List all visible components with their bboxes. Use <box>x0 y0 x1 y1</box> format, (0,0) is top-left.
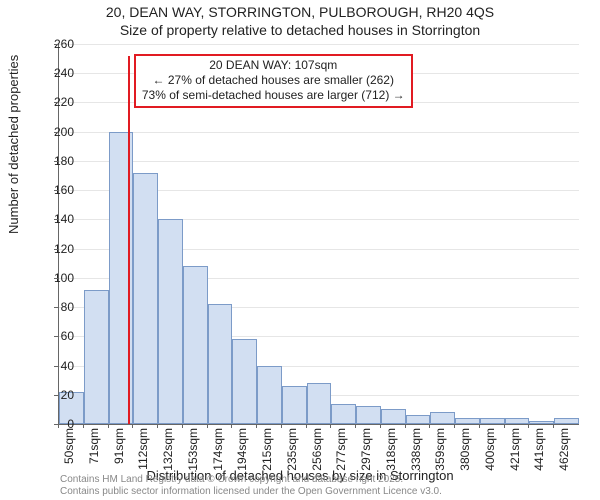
xtick-label: 462sqm <box>557 428 571 471</box>
xtick-mark <box>58 424 59 428</box>
xtick-mark <box>231 424 232 428</box>
xtick-mark <box>207 424 208 428</box>
histogram-bar <box>208 304 233 424</box>
histogram-bar <box>406 415 431 424</box>
histogram-bar <box>331 404 356 424</box>
xtick-mark <box>182 424 183 428</box>
xtick-label: 194sqm <box>235 428 249 471</box>
attribution-line1: Contains HM Land Registry data © Crown c… <box>60 474 442 486</box>
xtick-label: 112sqm <box>136 428 150 470</box>
xtick-mark <box>281 424 282 428</box>
ytick-mark <box>54 249 58 250</box>
xtick-mark <box>157 424 158 428</box>
xtick-label: 174sqm <box>211 428 225 471</box>
xtick-label: 153sqm <box>186 428 200 471</box>
histogram-bar <box>133 173 158 424</box>
xtick-label: 71sqm <box>87 428 101 464</box>
annotation-line1: 20 DEAN WAY: 107sqm <box>142 58 405 73</box>
chart-title-sub: Size of property relative to detached ho… <box>0 22 600 38</box>
chart-root: 20, DEAN WAY, STORRINGTON, PULBOROUGH, R… <box>0 0 600 500</box>
histogram-bar <box>455 418 480 424</box>
histogram-bar <box>84 290 109 424</box>
xtick-mark <box>380 424 381 428</box>
histogram-bar <box>505 418 530 424</box>
xtick-label: 50sqm <box>62 428 76 464</box>
xtick-mark <box>504 424 505 428</box>
attribution: Contains HM Land Registry data © Crown c… <box>60 474 442 498</box>
ytick-mark <box>54 102 58 103</box>
attribution-line2: Contains public sector information licen… <box>60 486 442 498</box>
xtick-label: 400sqm <box>483 428 497 471</box>
ytick-mark <box>54 366 58 367</box>
plot-area: 20 DEAN WAY: 107sqm ← 27% of detached ho… <box>58 44 579 425</box>
ytick-mark <box>54 278 58 279</box>
histogram-bar <box>381 409 406 424</box>
annotation-box: 20 DEAN WAY: 107sqm ← 27% of detached ho… <box>134 54 413 108</box>
xtick-label: 132sqm <box>161 428 175 471</box>
histogram-bar <box>257 366 282 424</box>
ytick-mark <box>54 307 58 308</box>
histogram-bar <box>356 406 381 424</box>
chart-title-main: 20, DEAN WAY, STORRINGTON, PULBOROUGH, R… <box>0 4 600 20</box>
histogram-bar <box>158 219 183 424</box>
xtick-label: 318sqm <box>384 428 398 471</box>
xtick-label: 256sqm <box>310 428 324 471</box>
xtick-mark <box>553 424 554 428</box>
xtick-mark <box>256 424 257 428</box>
ytick-mark <box>54 132 58 133</box>
xtick-mark <box>132 424 133 428</box>
histogram-bar <box>480 418 505 424</box>
xtick-label: 359sqm <box>433 428 447 471</box>
ytick-mark <box>54 395 58 396</box>
ytick-mark <box>54 190 58 191</box>
histogram-bar <box>430 412 455 424</box>
ytick-mark <box>54 219 58 220</box>
ytick-mark <box>54 44 58 45</box>
annotation-line3: 73% of semi-detached houses are larger (… <box>142 88 405 103</box>
xtick-mark <box>454 424 455 428</box>
xtick-label: 297sqm <box>359 428 373 471</box>
xtick-mark <box>355 424 356 428</box>
xtick-label: 215sqm <box>260 428 274 471</box>
xtick-mark <box>108 424 109 428</box>
ytick-mark <box>54 73 58 74</box>
histogram-bar <box>183 266 208 424</box>
ytick-mark <box>54 336 58 337</box>
xtick-label: 338sqm <box>409 428 423 471</box>
xtick-mark <box>83 424 84 428</box>
xtick-label: 380sqm <box>458 428 472 471</box>
xtick-mark <box>330 424 331 428</box>
histogram-bar <box>554 418 579 424</box>
ytick-mark <box>54 161 58 162</box>
xtick-label: 421sqm <box>508 428 522 471</box>
xtick-mark <box>306 424 307 428</box>
marker-line <box>128 56 130 424</box>
xtick-mark <box>405 424 406 428</box>
xtick-label: 441sqm <box>532 428 546 471</box>
histogram-bar <box>307 383 332 424</box>
xtick-mark <box>479 424 480 428</box>
xtick-label: 91sqm <box>112 428 126 464</box>
xtick-mark <box>528 424 529 428</box>
histogram-bar <box>282 386 307 424</box>
histogram-bar <box>232 339 257 424</box>
xtick-mark <box>429 424 430 428</box>
xtick-label: 277sqm <box>334 428 348 471</box>
histogram-bar <box>529 421 554 424</box>
annotation-line2: ← 27% of detached houses are smaller (26… <box>142 73 405 88</box>
xtick-label: 235sqm <box>285 428 299 471</box>
y-axis-label: Number of detached properties <box>6 55 21 234</box>
